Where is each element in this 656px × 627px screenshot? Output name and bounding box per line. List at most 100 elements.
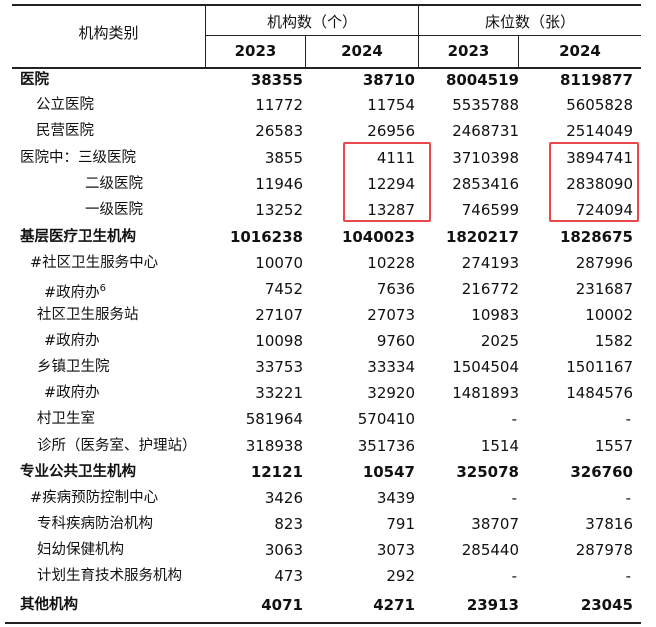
row-label-text: 基层医疗卫生机构 [20,229,136,245]
header-bottom-border [12,67,641,69]
cell-value: 287978 [575,541,633,559]
row-label: 医院 [20,67,49,93]
cell-value: 37816 [585,515,633,533]
cell-value: 4271 [373,596,415,614]
column-divider [418,5,419,68]
table-row: 社区卫生服务站 27107 27073 10983 10002 [0,302,656,328]
cell-value: 326760 [570,463,633,481]
row-label: 二级医院 [85,171,143,197]
row-label-text: 公立医院 [36,97,94,113]
row-label-text: #政府办 [44,333,100,349]
cell-value: 11754 [367,96,415,114]
row-label-text: 村卫生室 [37,411,95,427]
cell-value: 3894741 [566,149,633,167]
cell-value: 1820217 [445,228,519,246]
cell-value: 13252 [255,201,303,219]
row-label: 其他机构 [20,592,78,618]
cell-value: 2025 [480,332,519,350]
cell-value: 216772 [461,280,519,298]
cell-value: 26956 [367,122,415,140]
cell-value: - [625,489,631,507]
table-row: #疾病预防控制中心 3426 3439 - - [0,485,656,511]
cell-value: 1557 [594,437,633,455]
row-label-text: 二级医院 [85,176,143,192]
cell-value: 274193 [461,254,519,272]
cell-value: 791 [386,515,415,533]
row-label-text: 专科疾病防治机构 [37,516,153,532]
cell-value: - [511,410,517,428]
table-row: 基层医疗卫生机构 1016238 1040023 1820217 1828675 [0,224,656,250]
header-year: 2024 [341,42,383,60]
header-year: 2023 [234,42,277,60]
row-label: 计划生育技术服务机构 [37,563,182,589]
column-divider [205,5,206,68]
cell-value: 3426 [264,489,303,507]
table-top-border [12,4,641,6]
cell-value: 27073 [367,306,415,324]
cell-value: 33334 [367,358,415,376]
cell-value: 473 [274,567,303,585]
cell-value: 2514049 [566,122,633,140]
cell-value: 10098 [255,332,303,350]
cell-value: 1484576 [566,384,633,402]
cell-value: 23913 [466,596,519,614]
header-category: 机构类别 [78,24,139,42]
row-label: #政府办6 [44,276,106,306]
cell-value: 724094 [575,201,633,219]
cell-value: 1514 [480,437,519,455]
table-row: 乡镇卫生院 33753 33334 1504504 1501167 [0,354,656,380]
cell-value: 3063 [264,541,303,559]
cell-value: 285440 [461,541,519,559]
table-row: 一级医院 13252 13287 746599 724094 [0,197,656,223]
cell-value: 570410 [357,410,415,428]
cell-value: 12294 [367,175,415,193]
row-label: #政府办 [44,328,100,354]
row-label: 公立医院 [36,92,94,118]
cell-value: 33221 [255,384,303,402]
row-label-text: #疾病预防控制中心 [30,490,159,506]
cell-value: 10547 [362,463,415,481]
row-label: #疾病预防控制中心 [30,485,158,511]
cell-value: 10002 [585,306,633,324]
header-beds: 床位数（张） [484,13,575,31]
cell-value: 10228 [367,254,415,272]
row-label: 专业公共卫生机构 [20,459,136,485]
cell-value: 287996 [575,254,633,272]
cell-value: 3073 [376,541,415,559]
cell-value: 2838090 [566,175,633,193]
table-row: 专业公共卫生机构 12121 10547 325078 326760 [0,459,656,485]
row-label-text: #社区卫生服务中心 [30,255,159,271]
row-label: 社区卫生服务站 [37,302,139,328]
table-row: 村卫生室 581964 570410 - - [0,406,656,432]
cell-value: 7636 [376,280,415,298]
cell-value: 33753 [255,358,303,376]
cell-value: 746599 [461,201,519,219]
cell-value: 1501167 [566,358,633,376]
cell-value: 5605828 [566,96,633,114]
cell-value: 13287 [367,201,415,219]
cell-value: 1582 [594,332,633,350]
cell-value: 26583 [255,122,303,140]
table-row: 诊所（医务室、护理站） 318938 351736 1514 1557 [0,433,656,459]
cell-value: 292 [386,567,415,585]
row-label-text: 民营医院 [36,123,94,139]
row-label-text: 乡镇卫生院 [37,359,110,375]
row-label-text: 计划生育技术服务机构 [37,568,182,584]
cell-value: 10983 [471,306,519,324]
column-divider [305,36,306,68]
cell-value: 581964 [245,410,303,428]
cell-value: - [511,567,517,585]
cell-value: 38707 [471,515,519,533]
cell-value: 23045 [580,596,633,614]
row-label: #社区卫生服务中心 [30,250,158,276]
highlight-box [549,142,639,222]
cell-value: 12121 [250,463,303,481]
cell-value: 11772 [255,96,303,114]
row-label-text: 医院 [20,72,49,88]
cell-value: 231687 [575,280,633,298]
cell-value: 11946 [255,175,303,193]
table-row: 医院 38355 38710 8004519 8119877 [0,67,656,93]
table-row: #政府办6 7452 7636 216772 231687 [0,276,656,302]
row-label-text: 社区卫生服务站 [37,307,139,323]
table-row: 计划生育技术服务机构 473 292 - - [0,563,656,589]
